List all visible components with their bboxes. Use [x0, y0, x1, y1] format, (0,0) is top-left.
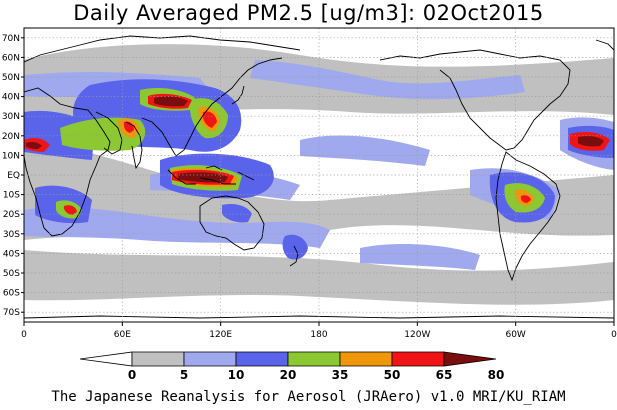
lon-label: 120E — [209, 330, 232, 340]
colorbar-label: 5 — [180, 368, 188, 382]
longitude-labels: 0 60E 120E 180 120W 60W 0 — [21, 322, 617, 340]
lat-label: 60N — [2, 53, 20, 63]
lat-label: 40N — [2, 93, 20, 103]
lon-label: 60W — [505, 330, 525, 340]
band-darkred-atlantic — [578, 136, 604, 147]
lon-label: 120W — [404, 330, 430, 340]
lat-label: 30S — [3, 230, 20, 240]
lat-label: 70S — [3, 308, 20, 318]
band-lightblue-4 — [300, 135, 430, 166]
coast-east-asia — [141, 57, 283, 157]
colorbar-label: 50 — [384, 368, 401, 382]
coast-greenland — [595, 39, 614, 51]
lat-label: 60S — [3, 289, 20, 299]
band-red-samerica — [520, 195, 531, 203]
lat-label: 40S — [3, 249, 20, 259]
coast-eurasia-north — [24, 35, 301, 63]
coast-indonesia — [167, 165, 255, 185]
lat-label: 50S — [3, 269, 20, 279]
footer-credit: The Japanese Reanalysis for Aerosol (JRA… — [51, 389, 566, 405]
band-darkred-sahel — [26, 142, 42, 149]
coast-antarctica — [24, 315, 614, 319]
lon-label: 0 — [21, 330, 27, 340]
lat-label: 70N — [2, 34, 20, 44]
colorbar-segment — [287, 351, 341, 367]
lat-label: 30N — [2, 112, 20, 122]
band-gray-tropics — [24, 140, 614, 240]
lat-label: 50N — [2, 73, 20, 83]
lon-label: 60E — [114, 330, 131, 340]
colorbar-segment — [235, 351, 289, 367]
colorbar-segment — [443, 351, 497, 367]
colorbar: 0 5 10 20 35 50 65 80 — [79, 351, 505, 382]
coast-australia — [199, 195, 265, 251]
graticule — [24, 28, 614, 322]
lat-label: 10S — [3, 191, 20, 201]
colorbar-segment — [183, 351, 237, 367]
band-darkred-gobi — [154, 96, 188, 107]
colorbar-label: 80 — [488, 368, 505, 382]
colorbar-segment — [391, 351, 445, 367]
lon-label: 0 — [611, 330, 617, 340]
lat-label: 20N — [2, 132, 20, 142]
colorbar-label: 0 — [128, 368, 136, 382]
band-lightblue-2 — [250, 60, 525, 100]
band-lightblue-3 — [24, 207, 330, 248]
coast-europe-africa — [24, 87, 111, 237]
band-red-china — [202, 111, 217, 128]
colorbar-segment — [339, 351, 393, 367]
colorbar-label: 35 — [332, 368, 349, 382]
coast-north-america — [379, 49, 571, 151]
coastlines — [24, 35, 614, 319]
colorbar-segment — [79, 351, 133, 367]
coast-south-america — [495, 151, 561, 282]
coast-newzealand — [289, 245, 299, 267]
lon-label: 180 — [310, 330, 327, 340]
lat-label: EQ — [7, 171, 20, 181]
band-blue-australia — [222, 204, 252, 223]
colorbar-label: 20 — [280, 368, 297, 382]
colorbar-label: 10 — [228, 368, 245, 382]
colorbar-label: 65 — [436, 368, 453, 382]
band-red-safrica — [63, 205, 77, 215]
chart-title: Daily Averaged PM2.5 [ug/m3]: 02Oct2015 — [73, 1, 544, 25]
lat-label: 10N — [2, 151, 20, 161]
band-lightblue-6 — [360, 244, 480, 270]
lat-label: 20S — [3, 210, 20, 220]
coast-japan — [231, 85, 245, 105]
colorbar-segment — [131, 351, 185, 367]
latitude-labels: 70N 60N 50N 40N 30N 20N 10N EQ 10S 20S 30S 40S 50S 60… — [2, 34, 24, 318]
